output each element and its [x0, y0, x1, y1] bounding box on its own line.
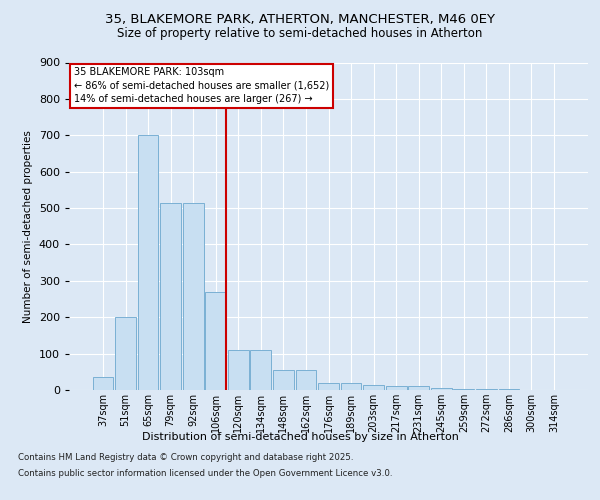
Bar [160, 202, 181, 390]
Bar [318, 382, 339, 390]
Bar [273, 370, 294, 390]
Text: Contains HM Land Registry data © Crown copyright and database right 2025.: Contains HM Land Registry data © Crown c… [18, 454, 353, 462]
Text: Contains public sector information licensed under the Open Government Licence v3: Contains public sector information licen… [18, 468, 392, 477]
Y-axis label: Number of semi-detached properties: Number of semi-detached properties [23, 130, 33, 322]
Bar [386, 386, 407, 390]
Bar [115, 317, 136, 390]
Bar [363, 384, 384, 390]
Bar [92, 378, 113, 390]
Bar [228, 350, 248, 390]
Bar [137, 136, 158, 390]
Bar [454, 389, 474, 390]
Text: Distribution of semi-detached houses by size in Atherton: Distribution of semi-detached houses by … [142, 432, 458, 442]
Bar [409, 386, 429, 390]
Text: Size of property relative to semi-detached houses in Atherton: Size of property relative to semi-detach… [118, 28, 482, 40]
Bar [296, 370, 316, 390]
Bar [431, 388, 452, 390]
Bar [183, 202, 203, 390]
Bar [205, 292, 226, 390]
Text: 35 BLAKEMORE PARK: 103sqm
← 86% of semi-detached houses are smaller (1,652)
14% : 35 BLAKEMORE PARK: 103sqm ← 86% of semi-… [74, 68, 329, 104]
Bar [250, 350, 271, 390]
Bar [341, 384, 361, 390]
Text: 35, BLAKEMORE PARK, ATHERTON, MANCHESTER, M46 0EY: 35, BLAKEMORE PARK, ATHERTON, MANCHESTER… [105, 12, 495, 26]
